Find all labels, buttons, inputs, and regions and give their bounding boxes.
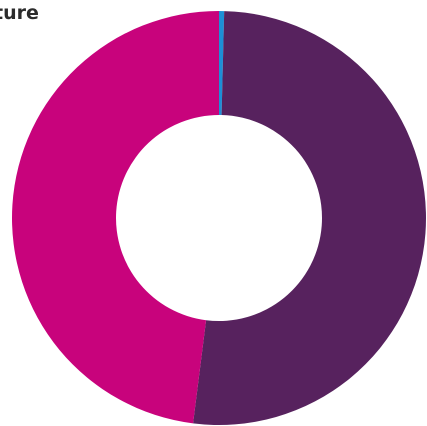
donut-slice-1 <box>219 11 225 116</box>
donut-slice-2 <box>193 11 427 426</box>
donut-slice-3 <box>11 11 220 424</box>
donut-slices <box>11 11 427 426</box>
chart-title: ture <box>0 2 39 24</box>
